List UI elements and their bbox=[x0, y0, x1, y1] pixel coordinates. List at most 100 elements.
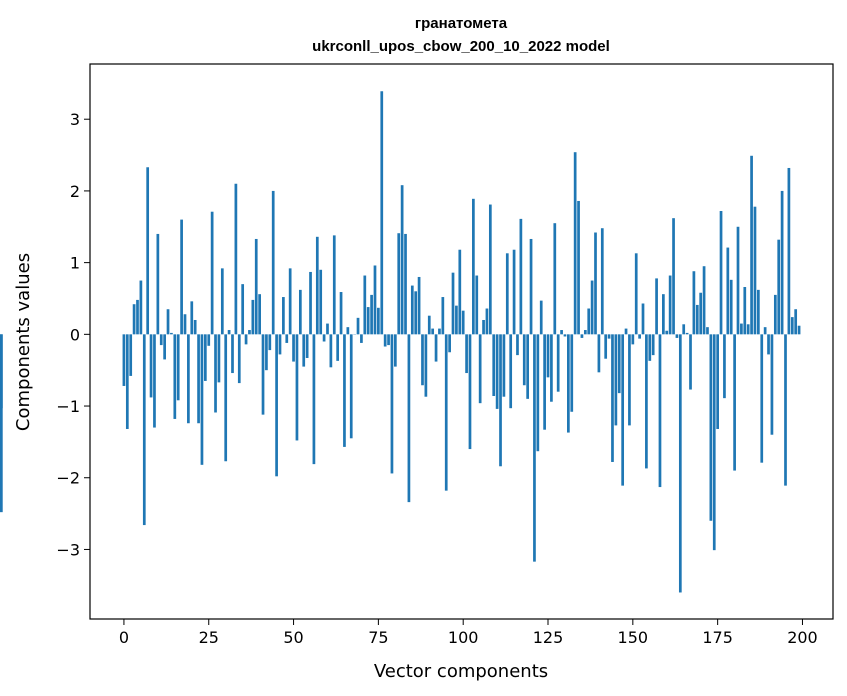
bar-196 bbox=[787, 167, 791, 335]
bar-78 bbox=[387, 334, 390, 346]
bar-167 bbox=[689, 334, 692, 390]
bar-98 bbox=[455, 305, 458, 335]
bar-20 bbox=[190, 301, 194, 335]
bar-161 bbox=[668, 275, 672, 335]
bar-164 bbox=[678, 334, 682, 593]
bar-169 bbox=[695, 304, 699, 335]
bar-28 bbox=[217, 334, 221, 383]
bar-190 bbox=[767, 334, 770, 355]
bar-60 bbox=[326, 323, 329, 335]
bar-79 bbox=[390, 334, 394, 474]
bar-56 bbox=[312, 334, 316, 465]
bar-49 bbox=[288, 268, 292, 335]
bar-42 bbox=[265, 334, 268, 371]
bar-17 bbox=[180, 219, 183, 335]
bar-82 bbox=[400, 185, 404, 335]
x-tick-label: 150 bbox=[618, 628, 649, 647]
x-axis-ticks: 0 25 50 75 100 125 150 175 200 bbox=[119, 619, 818, 647]
bar-193 bbox=[777, 239, 781, 335]
bar-118 bbox=[522, 334, 526, 386]
bar-157 bbox=[655, 278, 658, 335]
bar-16 bbox=[176, 334, 180, 401]
bar-45 bbox=[275, 334, 278, 477]
y-tick-label: −3 bbox=[56, 540, 80, 559]
x-tick-label: 175 bbox=[702, 628, 733, 647]
x-axis-label: Vector components bbox=[374, 661, 548, 682]
bar-173 bbox=[709, 334, 713, 521]
bar-15 bbox=[173, 334, 177, 419]
chart-title-line1: гранатомета bbox=[415, 15, 508, 32]
bar-141 bbox=[600, 228, 604, 335]
bar-195 bbox=[784, 334, 787, 486]
bar-111 bbox=[499, 334, 502, 467]
bar-160 bbox=[665, 330, 669, 335]
bar-138 bbox=[590, 280, 594, 335]
bar-168 bbox=[692, 271, 696, 335]
bar-104 bbox=[475, 275, 479, 335]
bar-177 bbox=[723, 334, 726, 399]
x-tick-label: 25 bbox=[199, 628, 219, 647]
bar-67 bbox=[349, 334, 353, 439]
bar-58 bbox=[319, 269, 323, 335]
bar-112 bbox=[502, 334, 506, 397]
bar-63 bbox=[336, 334, 340, 361]
bar-22 bbox=[197, 334, 200, 424]
bar-155 bbox=[648, 334, 652, 361]
bar-34 bbox=[237, 334, 241, 384]
bar-174 bbox=[712, 334, 716, 551]
bar-100 bbox=[461, 310, 465, 335]
bar-43 bbox=[268, 334, 272, 351]
x-tick-label: 50 bbox=[283, 628, 303, 647]
bar-180 bbox=[733, 334, 736, 471]
bar-61 bbox=[329, 334, 333, 368]
bar-31 bbox=[227, 330, 231, 335]
bar-65 bbox=[343, 334, 346, 447]
bar-156 bbox=[651, 334, 655, 356]
bar-184 bbox=[746, 324, 750, 335]
bar-186 bbox=[753, 206, 757, 335]
bar-81 bbox=[397, 233, 401, 335]
bar-37 bbox=[248, 330, 251, 335]
bar-7 bbox=[146, 167, 150, 335]
bar-130 bbox=[563, 334, 567, 337]
x-tick-label: 100 bbox=[448, 628, 479, 647]
bar-200 bbox=[0, 334, 3, 513]
bars-group bbox=[0, 91, 801, 593]
bar-39 bbox=[254, 238, 258, 335]
bar-1 bbox=[125, 334, 129, 429]
chart-title-line2: ukrconll_upos_cbow_200_10_2022 model bbox=[312, 38, 610, 55]
bar-21 bbox=[193, 319, 197, 335]
bar-69 bbox=[356, 317, 360, 335]
bar-47 bbox=[282, 297, 285, 335]
bar-11 bbox=[159, 334, 163, 346]
bar-179 bbox=[729, 279, 733, 335]
bar-113 bbox=[505, 253, 509, 335]
bar-116 bbox=[516, 334, 519, 356]
bar-101 bbox=[465, 334, 468, 374]
bar-4 bbox=[136, 299, 139, 335]
x-tick-label: 200 bbox=[787, 628, 818, 647]
bar-8 bbox=[149, 334, 153, 398]
bar-124 bbox=[543, 334, 546, 430]
bar-165 bbox=[682, 324, 686, 335]
bar-24 bbox=[203, 334, 207, 381]
bar-57 bbox=[315, 236, 319, 335]
bar-40 bbox=[258, 294, 261, 335]
bar-147 bbox=[621, 334, 625, 486]
bar-99 bbox=[458, 249, 462, 335]
bar-187 bbox=[757, 289, 760, 335]
bar-94 bbox=[441, 297, 445, 335]
bar-71 bbox=[363, 275, 367, 335]
bar-14 bbox=[170, 332, 173, 335]
bar-89 bbox=[424, 334, 428, 397]
bar-132 bbox=[570, 334, 574, 412]
bar-117 bbox=[519, 218, 523, 335]
bar-176 bbox=[719, 211, 723, 335]
bar-151 bbox=[634, 253, 638, 335]
bar-33 bbox=[234, 183, 238, 335]
bar-64 bbox=[339, 292, 343, 335]
bar-121 bbox=[533, 334, 536, 562]
bar-192 bbox=[773, 294, 777, 335]
bar-143 bbox=[607, 334, 611, 339]
